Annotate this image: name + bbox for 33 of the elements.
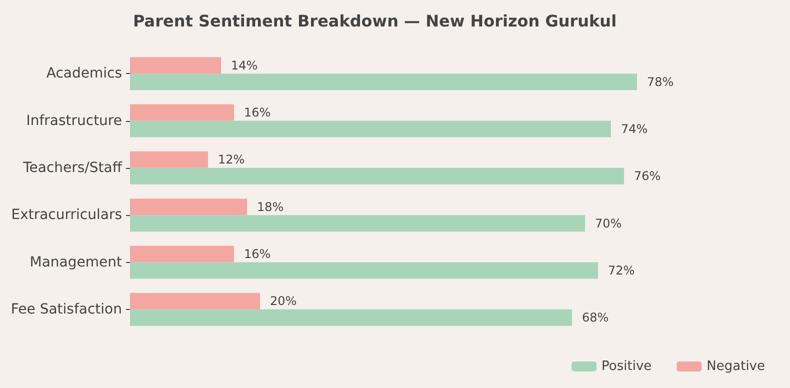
bar (130, 57, 221, 74)
legend-label: Positive (602, 359, 652, 374)
bar (130, 292, 260, 310)
data-label: 74% (621, 122, 648, 136)
data-label: 20% (270, 294, 297, 308)
bar (130, 309, 572, 326)
chart-title: Parent Sentiment Breakdown — New Horizon Gurukul (133, 12, 617, 30)
y-tick-label: Fee Satisfaction (10, 301, 122, 318)
data-label: 76% (634, 169, 661, 184)
data-label: 14% (231, 58, 258, 72)
y-tick-label: Academics (46, 66, 122, 82)
data-label: 16% (244, 246, 271, 261)
data-label: 72% (608, 264, 635, 278)
legend-label: Negative (706, 359, 765, 374)
bar (130, 246, 234, 262)
bar (130, 215, 585, 232)
data-label: 12% (218, 152, 245, 167)
bar (130, 104, 234, 121)
bar (130, 120, 611, 138)
bar (130, 74, 637, 90)
data-label: 18% (257, 200, 284, 214)
bar (130, 198, 247, 216)
data-label: 78% (647, 74, 674, 89)
data-label: 16% (244, 105, 271, 120)
bar (130, 168, 624, 184)
y-tick-label: Infrastructure (26, 112, 122, 129)
bar (130, 151, 208, 168)
y-tick-label: Management (30, 254, 122, 270)
bar (130, 262, 598, 279)
y-tick-label: Extracurriculars (11, 207, 122, 224)
data-label: 68% (582, 310, 609, 325)
y-tick-label: Teachers/Staff (22, 160, 122, 176)
data-label: 70% (595, 216, 622, 230)
